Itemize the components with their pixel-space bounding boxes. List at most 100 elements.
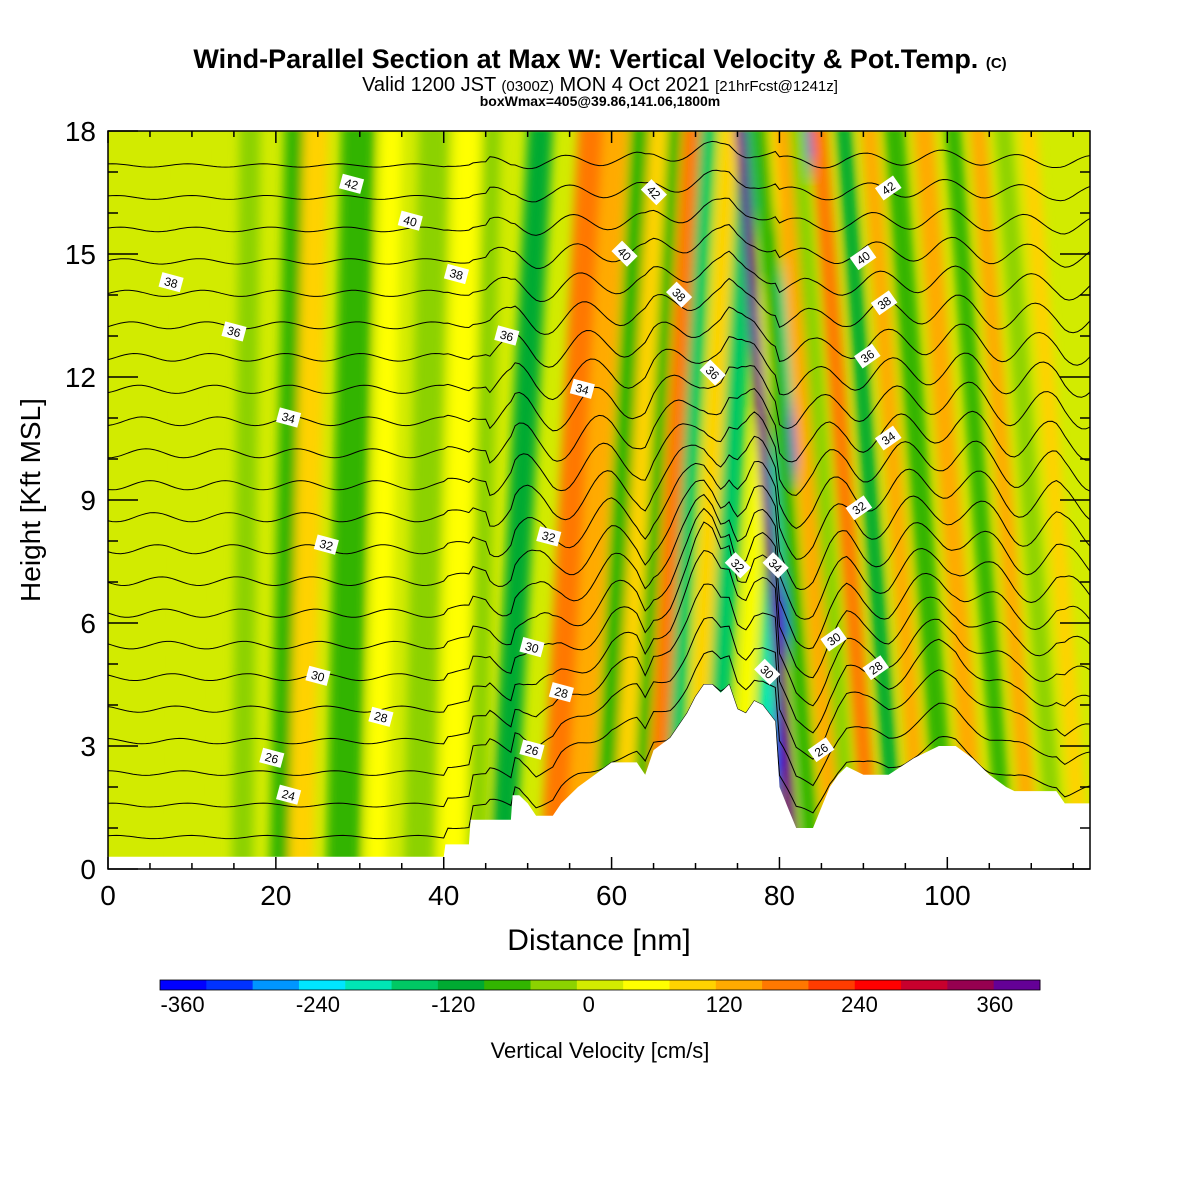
isentrope-label-5: 32 [313, 534, 339, 555]
isentrope-22 [108, 683, 1090, 840]
isentrope-label-bg [368, 706, 394, 727]
isentrope-label-bg [849, 245, 877, 271]
isentrope-label-text: 30 [310, 668, 327, 685]
isentrope-label-bg [158, 272, 184, 293]
isentrope-31 [108, 460, 1090, 560]
isentrope-27 [108, 521, 1090, 682]
isentrope-label-10: 38 [443, 263, 470, 285]
isentrope-label-bg [870, 290, 898, 316]
isentrope-label-text: 32 [318, 537, 335, 554]
isentrope-label-bg [754, 658, 781, 685]
colorbar-swatch [669, 980, 717, 990]
w-band-18 [701, 131, 761, 869]
isentrope-label-bg [276, 784, 302, 805]
y-tick-label: 6 [80, 608, 96, 639]
colorbar-swatch [854, 980, 902, 990]
box-info: boxWmax=405@39.86,141.06,1800m [479, 93, 721, 109]
y-axis-label: Height [Kft MSL] [15, 398, 46, 602]
isentrope-label-bg [874, 175, 902, 201]
w-band-13 [611, 131, 667, 869]
isentrope-label-20: 36 [699, 359, 726, 386]
colorbar-frame [159, 979, 1041, 991]
valid-date: MON 4 Oct 2021 [559, 74, 710, 96]
isentrope-label-19: 38 [666, 281, 693, 308]
isentrope-label-bg [397, 210, 423, 231]
x-tick-label: 80 [764, 880, 795, 911]
w-band-23 [751, 131, 822, 869]
valid-time-jst: Valid 1200 JST [362, 74, 496, 96]
isentrope-label-28: 34 [874, 425, 902, 451]
y-tick-label: 0 [80, 854, 96, 885]
isentrope-label-22: 34 [762, 552, 789, 579]
w-band-5 [366, 131, 403, 869]
isentrope-label-text: 32 [540, 528, 557, 545]
isentrope-label-21: 32 [724, 552, 751, 579]
colorbar-swatch [576, 980, 624, 990]
colorbar-swatch [993, 980, 1041, 990]
isentrope-label-6: 30 [305, 665, 331, 686]
isentrope-40 [108, 224, 1090, 269]
isentrope-label-24: 42 [874, 175, 902, 201]
colorbar-swatch [160, 980, 207, 990]
isentrope-label-13: 32 [536, 526, 562, 547]
isentrope-29 [108, 493, 1090, 620]
isentrope-label-9: 24 [276, 784, 302, 805]
isentrope-label-3: 36 [221, 321, 247, 342]
chart-title: Wind-Parallel Section at Max W: Vertical… [0, 44, 1200, 75]
colorbar-tick-label: 0 [583, 992, 595, 1017]
isentrope-label-text: 36 [226, 323, 243, 340]
colorbar-swatch [437, 980, 485, 990]
isentrope-label-bg [519, 739, 545, 760]
isentrope-label-text: 26 [263, 750, 280, 767]
isentrope-35 [108, 364, 1090, 432]
colorbar-tick-label: -240 [296, 992, 340, 1017]
isentrope-label-text: 24 [280, 787, 297, 804]
colorbar-swatch [252, 980, 300, 990]
isentrope-label-text: 34 [574, 381, 591, 398]
isentrope-labels: 42 40 38 36 34 32 30 28 26 24 38 36 34 32 30 28 26 42 40 38… [158, 173, 902, 805]
isentrope-label-bg [724, 552, 751, 579]
isentrope-label-4: 34 [276, 407, 302, 428]
isentrope-label-bg [666, 281, 693, 308]
isentrope-label-bg [611, 240, 638, 267]
y-tick-label: 18 [65, 116, 96, 147]
isentrope-label-bg [259, 747, 285, 768]
w-band-33 [995, 131, 1065, 869]
colorbar-label: Vertical Velocity [cm/s] [491, 1038, 710, 1063]
isentrope-label-26: 38 [870, 290, 898, 316]
isentrope-37 [108, 306, 1090, 368]
isentrope-label-bg [853, 343, 881, 369]
colorbar-swatch [901, 980, 948, 990]
isentrope-label-text: 36 [498, 328, 515, 345]
isentrope-30 [108, 479, 1090, 591]
isentrope-32 [108, 435, 1090, 529]
chart-subtitle: Valid 1200 JST (0300Z) MON 4 Oct 2021 [2… [0, 74, 1200, 97]
colorbar-tick-label: -360 [161, 992, 205, 1017]
isentrope-label-bg [221, 321, 247, 342]
w-band-30 [913, 131, 988, 869]
isentrope-label-31: 28 [862, 655, 890, 681]
isentrope-label-15: 28 [548, 682, 574, 703]
isentrope-39 [108, 250, 1090, 303]
isentrope-label-14: 30 [519, 637, 545, 658]
isentrope-label-bg [548, 682, 574, 703]
isentrope-label-text: 38 [163, 274, 180, 291]
terrain [108, 684, 1090, 869]
w-band-8 [468, 131, 501, 869]
isentrope-42 [108, 169, 1090, 203]
copyright-mark: (C) [985, 55, 1007, 72]
w-band-1 [231, 131, 261, 869]
w-band-6 [403, 131, 449, 869]
x-tick-label: 40 [428, 880, 459, 911]
w-band-17 [682, 131, 738, 869]
colorbar-swatch [762, 980, 809, 990]
isentrope-label-text: 40 [402, 213, 419, 230]
colorbar-swatch [947, 980, 995, 990]
colorbar-swatch [345, 980, 393, 990]
forecast-info: [21hrFcst@1241z] [715, 78, 838, 95]
w-band-16 [661, 131, 717, 869]
isentrope-label-bg [807, 737, 835, 763]
isentrope-label-30: 30 [820, 626, 848, 652]
